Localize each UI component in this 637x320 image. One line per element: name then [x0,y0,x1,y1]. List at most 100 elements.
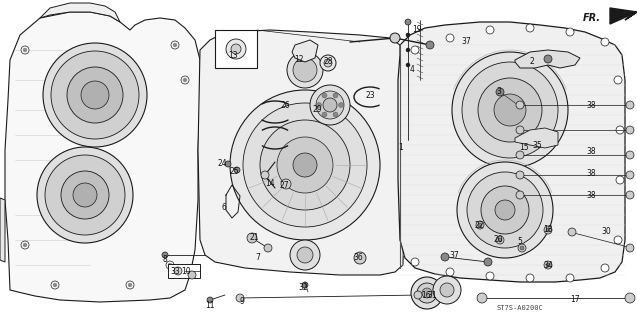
Circle shape [626,101,634,109]
Circle shape [390,33,400,43]
Text: 2: 2 [529,58,534,67]
Circle shape [225,161,231,167]
Text: 16: 16 [421,292,431,300]
Circle shape [181,76,189,84]
Text: 38: 38 [586,190,596,199]
Circle shape [494,94,526,126]
Text: 14: 14 [265,179,275,188]
Text: 3: 3 [497,87,501,97]
Circle shape [516,126,524,134]
Circle shape [484,258,492,266]
Polygon shape [5,12,200,302]
Circle shape [162,252,168,258]
Circle shape [226,39,246,59]
Circle shape [81,81,109,109]
Circle shape [496,236,504,244]
Polygon shape [198,30,405,275]
Text: 9: 9 [240,298,245,307]
Circle shape [411,258,419,266]
Circle shape [297,247,313,263]
Circle shape [518,244,526,252]
Circle shape [495,200,515,220]
Text: 11: 11 [205,301,215,310]
Circle shape [516,151,524,159]
Circle shape [293,58,317,82]
Circle shape [234,167,240,173]
Circle shape [51,51,139,139]
Circle shape [544,55,552,63]
Text: 7: 7 [255,253,261,262]
Circle shape [406,63,410,67]
Circle shape [526,24,534,32]
Circle shape [277,137,333,193]
Text: 17: 17 [570,295,580,305]
Text: 38: 38 [586,101,596,110]
Circle shape [476,221,484,229]
Circle shape [616,176,624,184]
Text: 12: 12 [294,55,304,65]
Text: 28: 28 [323,58,333,67]
Circle shape [626,126,634,134]
Circle shape [174,267,182,275]
Text: 22: 22 [475,220,483,229]
Polygon shape [0,198,5,262]
Circle shape [260,120,350,210]
Polygon shape [610,8,637,24]
Text: 24: 24 [217,159,227,169]
Circle shape [317,102,322,108]
Bar [215,30,257,68]
Text: 6: 6 [222,203,226,212]
Text: 13: 13 [228,51,238,60]
Circle shape [322,112,327,117]
Circle shape [236,294,244,302]
Circle shape [614,76,622,84]
Text: 34: 34 [543,260,553,269]
Circle shape [45,155,125,235]
Circle shape [43,43,147,147]
Polygon shape [40,3,120,22]
Circle shape [302,282,308,288]
Bar [168,264,200,278]
Circle shape [183,78,187,82]
Text: 38: 38 [586,147,596,156]
Circle shape [173,43,177,47]
Circle shape [230,90,380,240]
Circle shape [73,183,97,207]
Circle shape [417,283,437,303]
Circle shape [406,48,410,52]
Circle shape [498,238,502,242]
Circle shape [481,186,529,234]
Circle shape [320,55,336,71]
Circle shape [616,126,624,134]
Text: 32: 32 [298,283,308,292]
Circle shape [546,228,550,232]
Circle shape [478,223,482,227]
Circle shape [441,253,449,261]
Polygon shape [398,22,625,282]
Circle shape [446,34,454,42]
Circle shape [168,263,172,267]
Circle shape [516,171,524,179]
Text: 18: 18 [543,226,553,235]
Circle shape [414,291,422,299]
Circle shape [457,162,553,258]
Circle shape [333,112,338,117]
Circle shape [207,297,213,303]
Circle shape [467,172,543,248]
Text: 4: 4 [410,66,415,75]
Circle shape [354,252,366,264]
Circle shape [520,246,524,250]
Circle shape [67,67,123,123]
Circle shape [247,233,257,243]
Text: 25: 25 [229,167,239,177]
Circle shape [478,78,542,142]
Text: 37: 37 [449,252,459,260]
Circle shape [601,38,609,46]
Circle shape [126,281,134,289]
Circle shape [243,103,367,227]
Circle shape [316,91,344,119]
Circle shape [21,241,29,249]
Text: 8: 8 [162,254,168,263]
Text: 29: 29 [312,106,322,115]
Circle shape [405,19,411,25]
